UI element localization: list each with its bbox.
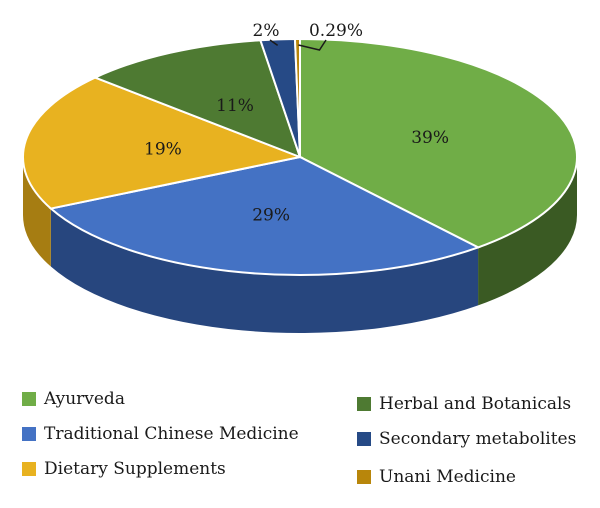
pie-side-traditional-chinese-medicine — [50, 208, 479, 333]
legend: Ayurveda Traditional Chinese Medicine Di… — [0, 380, 600, 508]
data-label-traditional-chinese-medicine: 29% — [252, 206, 290, 226]
pie-slice-herbal-and-botanicals — [92, 39, 302, 159]
pie-labels-layer: 39% 29% 19% 11% 2% 0.29% — [144, 21, 449, 226]
legend-swatch-herbal — [357, 397, 371, 411]
pie-plot-area: 39% 29% 19% 11% 2% 0.29% — [22, 21, 578, 333]
legend-swatch-secondary — [357, 432, 371, 446]
data-label-ayurveda: 39% — [411, 128, 449, 148]
leader-line-secondary-metabolites — [269, 39, 279, 46]
legend-label-dietary: Dietary Supplements — [44, 459, 226, 479]
leader-line-unani-medicine — [298, 39, 327, 51]
legend-label-tcm: Traditional Chinese Medicine — [44, 424, 299, 444]
pie-slice-dietary-supplements — [22, 76, 304, 210]
legend-item-dietary: Dietary Supplements — [22, 456, 226, 482]
legend-swatch-ayurveda — [22, 392, 36, 406]
legend-swatch-tcm — [22, 427, 36, 441]
legend-item-ayurveda: Ayurveda — [22, 386, 125, 412]
legend-label-herbal: Herbal and Botanicals — [379, 394, 572, 414]
data-label-herbal-and-botanicals: 11% — [216, 96, 254, 116]
legend-item-herbal: Herbal and Botanicals — [357, 391, 571, 417]
legend-swatch-dietary — [22, 462, 36, 476]
pie-slice-unani-medicine — [293, 37, 301, 158]
data-label-dietary-supplements: 19% — [144, 140, 182, 160]
legend-label-secondary: Secondary metabolites — [379, 429, 577, 449]
data-label-unani-medicine: 0.29% — [309, 21, 363, 41]
legend-swatch-unani — [357, 470, 371, 484]
legend-item-tcm: Traditional Chinese Medicine — [22, 421, 299, 447]
legend-item-secondary: Secondary metabolites — [357, 426, 576, 452]
pie-top-layer — [22, 37, 578, 276]
pie-side-ayurveda — [478, 157, 577, 306]
pie-slice-ayurveda — [299, 37, 578, 249]
legend-label-unani: Unani Medicine — [379, 467, 516, 487]
legend-item-unani: Unani Medicine — [357, 464, 516, 490]
legend-label-ayurveda: Ayurveda — [44, 389, 125, 409]
data-label-secondary-metabolites: 2% — [253, 21, 280, 41]
